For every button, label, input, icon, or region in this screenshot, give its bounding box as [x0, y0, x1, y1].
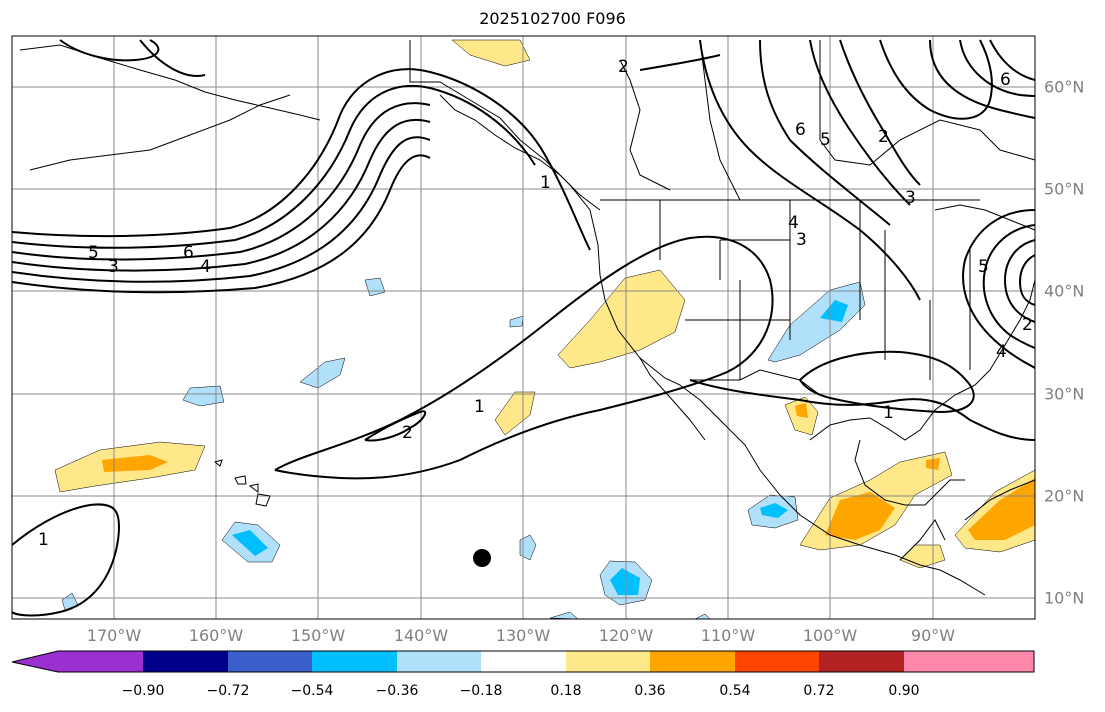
- colorbar-segment: [228, 651, 312, 672]
- latitude-label: 10°N: [1044, 588, 1085, 608]
- colorbar-extension-min: [12, 651, 58, 672]
- latitude-label: 20°N: [1044, 486, 1085, 506]
- colorbar-segments: [12, 651, 1034, 672]
- contour-label: 2: [1022, 315, 1033, 335]
- longitude-label: 170°W: [86, 626, 142, 645]
- longitude-label: 100°W: [802, 626, 858, 645]
- contour-label: 5: [978, 257, 989, 277]
- contour-lines: [11, 39, 1036, 617]
- contour-label-group: 1 1 1 2 2 2 3 3 3 4 4 4 5 5 5 6 6 6 1 2: [38, 57, 1033, 550]
- hawaii-islands: [213, 459, 271, 507]
- contour-label: 2: [618, 57, 629, 77]
- colorbar-tick-label: 0.72: [803, 683, 835, 699]
- coastlines: [19, 39, 1036, 596]
- contour-label: 3: [796, 230, 807, 250]
- contour-label: 3: [108, 257, 119, 277]
- negative-shading: [61, 277, 866, 620]
- colorbar-segment: [397, 651, 481, 672]
- colorbar-segment: [143, 651, 228, 672]
- contour-label: 4: [788, 213, 799, 233]
- longitude-label: 140°W: [393, 626, 449, 645]
- colorbar-segment: [566, 651, 650, 672]
- colorbar-outline: [11, 650, 1035, 673]
- colorbar-tick-label: 0.90: [888, 683, 920, 699]
- longitude-label: 160°W: [188, 626, 244, 645]
- longitude-label: 90°W: [910, 626, 956, 645]
- colorbar-segment: [481, 651, 566, 672]
- colorbar-tick-label: 0.54: [719, 683, 751, 699]
- colorbar-segment: [58, 651, 143, 672]
- location-marker: [473, 549, 491, 567]
- colorbar-tick-label: 0.18: [550, 683, 582, 699]
- contour-label: 3: [905, 188, 916, 208]
- contour-label: 1: [540, 173, 551, 193]
- map-panel: 1 1 1 2 2 2 3 3 3 4 4 4 5 5 5 6 6 6 1 2: [11, 35, 1036, 620]
- colorbar-segment: [650, 651, 735, 672]
- contour-label: 1: [474, 397, 485, 417]
- graticule: [12, 36, 1035, 619]
- contour-label: 4: [996, 342, 1007, 362]
- colorbar-segment: [312, 651, 397, 672]
- contour-label: 5: [88, 243, 99, 263]
- longitude-label: 130°W: [495, 626, 551, 645]
- contour-label: 1: [883, 403, 894, 423]
- longitude-label: 120°W: [598, 626, 654, 645]
- colorbar-tick-label: 0.36: [634, 683, 666, 699]
- longitude-label: 150°W: [290, 626, 346, 645]
- latitude-label: 40°N: [1044, 281, 1085, 301]
- colorbar-segment: [819, 651, 904, 672]
- map-frame: [11, 35, 1036, 620]
- contour-label: 4: [200, 257, 211, 277]
- colorbar-segment: [904, 651, 1034, 672]
- longitude-label: 110°W: [700, 626, 756, 645]
- contour-label: 2: [878, 127, 889, 147]
- contour-label: 5: [820, 130, 831, 150]
- colorbar-segment: [735, 651, 819, 672]
- contour-label: 6: [183, 243, 194, 263]
- colorbar-tick-label: −0.54: [290, 683, 334, 699]
- colorbar-tick-label: −0.90: [121, 683, 165, 699]
- map-title: 2025102700 F096: [479, 9, 626, 28]
- latitude-label: 30°N: [1044, 384, 1085, 404]
- contour-label: 1: [38, 530, 49, 550]
- contour-label: 6: [1000, 70, 1011, 90]
- colorbar-tick-label: −0.72: [206, 683, 250, 699]
- colorbar-tick-label: −0.18: [459, 683, 503, 699]
- latitude-label: 50°N: [1044, 179, 1085, 199]
- positive-shading: [54, 39, 1036, 569]
- colorbar-tick-label: −0.36: [375, 683, 419, 699]
- latitude-label: 60°N: [1044, 77, 1085, 97]
- contour-label: 6: [795, 120, 806, 140]
- contour-label: 2: [402, 423, 413, 443]
- colorbar: [11, 650, 1035, 673]
